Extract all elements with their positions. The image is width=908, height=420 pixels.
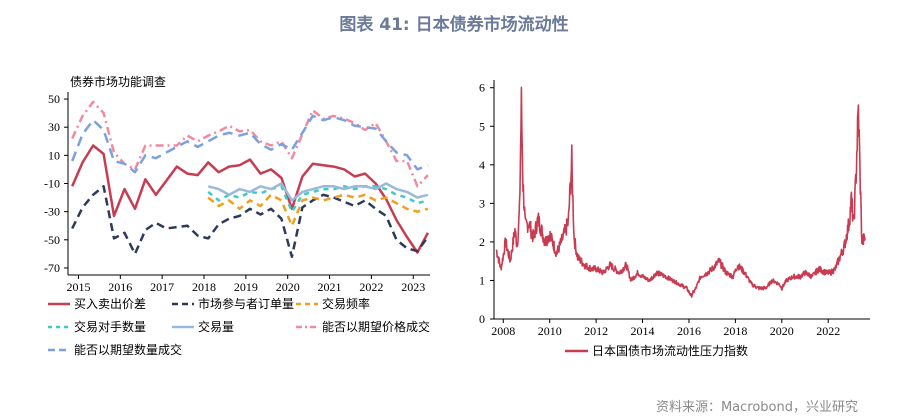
x-tick-label: 2020 [276, 280, 300, 294]
legend-label-3: 交易频率 [322, 296, 370, 311]
legend-label-5: 交易量 [198, 319, 234, 334]
y-tick-label: -10 [44, 177, 60, 191]
y-tick-label: 6 [479, 81, 485, 95]
y-tick-label: 4 [479, 158, 485, 172]
y-tick-label: 0 [479, 312, 485, 326]
liquidity-stress-index-chart: 0 1 2 3 4 5 6 2008 2010 2012 2014 2016 2018 2020 2022 日… [479, 80, 870, 358]
y-tick-label: 30 [48, 120, 60, 134]
x-tick-label: 2017 [150, 280, 174, 294]
legend-label-4: 交易对手数量 [74, 319, 146, 334]
y-tick-label: 10 [48, 148, 60, 162]
x-tick-label: 2015 [66, 280, 90, 294]
y-tick-label: 5 [479, 119, 485, 133]
series-line-5 [207, 182, 429, 202]
series-line-6 [71, 100, 429, 188]
x-tick-label: 2020 [770, 324, 794, 338]
x-tick-label: 2019 [234, 280, 258, 294]
x-tick-label: 2021 [318, 280, 342, 294]
series-line-1 [495, 86, 866, 298]
x-tick-label: 2023 [401, 280, 425, 294]
x-tick-label: 2022 [816, 324, 840, 338]
legend-label-1: 日本国债市场流动性压力指数 [592, 343, 748, 358]
source-note: 资料来源：Macrobond，兴业研究 [655, 400, 858, 415]
x-tick-label: 2014 [631, 324, 655, 338]
series-line-1 [71, 144, 430, 254]
legend-label-1: 买入卖出价差 [74, 297, 146, 311]
y-tick-label: 1 [479, 273, 485, 287]
y-tick-label: -50 [44, 233, 60, 247]
y-tick-label: -70 [44, 261, 60, 275]
y-tick-label: -30 [44, 205, 60, 219]
x-tick-label: 2008 [491, 324, 515, 338]
series-line-7 [71, 114, 429, 174]
legend-label-2: 市场参与者订单量 [198, 296, 294, 311]
y-tick-label: 3 [479, 196, 485, 210]
series-line-3 [207, 193, 429, 227]
x-tick-label: 2018 [192, 280, 216, 294]
x-tick-label: 2016 [108, 280, 132, 294]
legend-label-6: 能否以期望价格成交 [322, 319, 430, 334]
y-tick-label: 50 [48, 92, 60, 106]
x-tick-label: 2010 [538, 324, 562, 338]
legend-label-7: 能否以期望数量成交 [74, 342, 182, 357]
y-axis-label: 债券市场功能调查 [70, 74, 166, 89]
page-title: 图表 41: 日本债券市场流动性 [339, 15, 569, 35]
x-tick-label: 2018 [723, 324, 747, 338]
x-tick-label: 2022 [359, 280, 383, 294]
x-tick-label: 2012 [584, 324, 608, 338]
bond-function-survey-chart: 债券市场功能调查 50 30 10 -10 -30 -50 -70 2015 2016 2017 20… [44, 74, 430, 357]
y-tick-label: 2 [479, 235, 485, 249]
series-line-4 [207, 185, 429, 213]
x-tick-label: 2016 [677, 324, 701, 338]
series-line-2 [71, 185, 429, 258]
